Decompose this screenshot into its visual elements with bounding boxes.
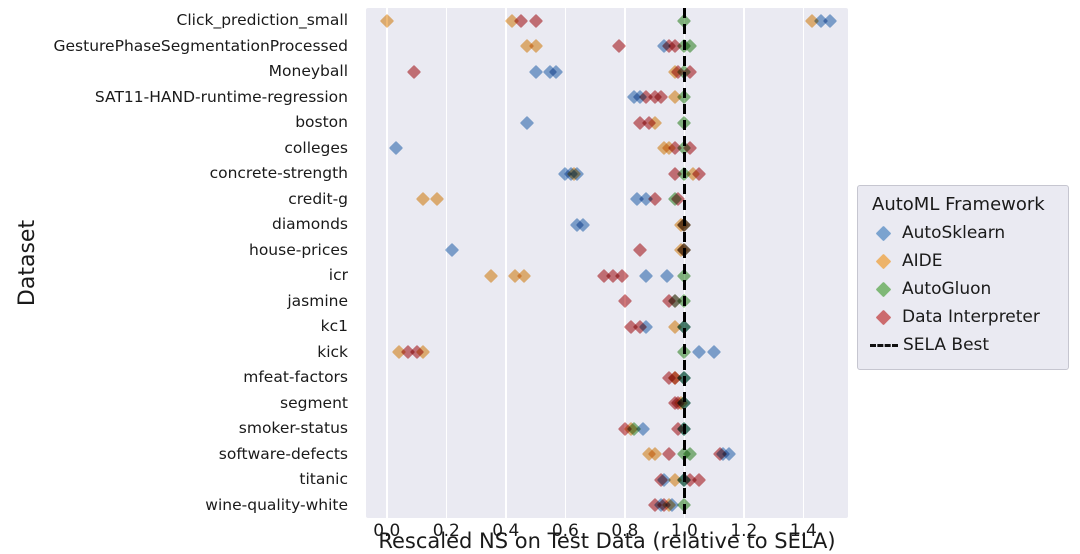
y-tick-label-concrete-strength: concrete-strength <box>209 164 348 183</box>
data-point-aide <box>483 268 499 283</box>
plot-area <box>366 8 848 518</box>
gridline-x-1.4 <box>802 8 805 518</box>
data-point-aide <box>415 192 430 207</box>
data-point-data-interpreter <box>662 447 677 462</box>
data-point-data-interpreter <box>406 64 421 79</box>
legend-entries: AutoSklearn AIDE AutoGluon Data Interpreter… <box>870 219 1056 359</box>
y-tick-label-jasmine: jasmine <box>287 291 348 310</box>
y-tick-label-moneyball: Moneyball <box>268 62 348 81</box>
diamond-marker-icon <box>875 309 892 325</box>
gridline-x-0.2 <box>445 8 448 518</box>
x-tick-label: 0.8 <box>611 521 639 541</box>
diamond-marker-icon <box>875 225 892 241</box>
data-point-autosklearn <box>388 141 403 156</box>
y-tick-label-boston: boston <box>295 113 348 132</box>
x-tick-label: 1.2 <box>730 521 758 541</box>
data-point-autogluon <box>677 13 692 28</box>
legend-entry-autogluon: AutoGluon <box>870 275 1056 303</box>
y-tick-label-sat11-hand-runtime-regression: SAT11-HAND-runtime-regression <box>94 87 348 106</box>
data-point-data-interpreter <box>528 13 543 28</box>
x-tick-label: 1.4 <box>789 521 817 541</box>
data-point-autosklearn <box>638 268 653 283</box>
data-point-autosklearn <box>707 345 722 360</box>
data-point-data-interpreter <box>632 243 647 258</box>
y-tick-label-kc1: kc1 <box>320 317 348 336</box>
x-tick-labels: 0.0 0.2 0.4 0.6 0.8 1.0 1.2 1.4 <box>366 521 848 541</box>
y-tick-label-kick: kick <box>317 342 348 361</box>
y-tick-label-mfeat-factors: mfeat-factors <box>243 368 348 387</box>
data-point-data-interpreter <box>617 294 632 309</box>
diamond-marker-icon <box>875 281 892 297</box>
y-tick-label-segment: segment <box>280 393 348 412</box>
y-tick-label-software-defects: software-defects <box>218 444 348 463</box>
data-point-autogluon <box>677 294 692 309</box>
legend-entry-label: SELA Best <box>903 335 990 355</box>
data-point-data-interpreter <box>692 472 707 487</box>
gridline-x-0.8 <box>624 8 626 518</box>
y-tick-label-titanic: titanic <box>299 470 348 489</box>
data-point-autosklearn <box>659 268 674 283</box>
data-point-autosklearn <box>692 345 707 360</box>
gridline-x-1.2 <box>743 8 745 518</box>
diamond-marker-icon <box>875 253 892 269</box>
gridline-x-0.6 <box>564 8 567 518</box>
x-tick-label: 1.0 <box>670 521 698 541</box>
y-tick-label-icr: icr <box>328 266 348 285</box>
y-tick-labels: Click_prediction_small GesturePhaseSegmen… <box>0 8 358 518</box>
y-tick-label-credit-g: credit-g <box>288 189 348 208</box>
data-point-autogluon <box>677 498 692 513</box>
legend-entry-label: AIDE <box>902 251 943 271</box>
data-point-autosklearn <box>519 115 534 130</box>
legend-entry-data-interpreter: Data Interpreter <box>870 303 1056 331</box>
legend-entry-label: AutoSklearn <box>902 223 1006 243</box>
reference-line-sela-best <box>682 8 686 518</box>
data-point-data-interpreter <box>614 268 629 283</box>
x-tick-label: 0.4 <box>492 521 520 541</box>
gridline-x-0.4 <box>505 8 507 518</box>
data-point-autosklearn <box>528 64 543 79</box>
legend: AutoML Framework AutoSklearn AIDE AutoGluo… <box>857 185 1069 370</box>
x-tick-label: 0.0 <box>373 521 401 541</box>
data-point-aide <box>430 192 445 207</box>
legend-entry-autosklearn: AutoSklearn <box>870 219 1056 247</box>
y-tick-label-diamonds: diamonds <box>272 215 348 234</box>
gridline-x-0.0 <box>386 8 388 518</box>
x-tick-label: 0.6 <box>551 521 579 541</box>
data-point-autosklearn <box>445 243 460 258</box>
data-point-autosklearn <box>823 13 838 28</box>
y-tick-label-colleges: colleges <box>284 138 348 157</box>
legend-entry-aide: AIDE <box>870 247 1056 275</box>
data-point-autogluon <box>677 115 692 130</box>
y-tick-label-smoker-status: smoker-status <box>238 419 348 438</box>
y-tick-label-click-prediction-small: Click_prediction_small <box>176 11 348 30</box>
legend-entry-label: AutoGluon <box>902 279 992 299</box>
y-tick-label-wine-quality-white: wine-quality-white <box>205 495 348 514</box>
legend-entry-sela-best: SELA Best <box>870 331 1056 359</box>
legend-title: AutoML Framework <box>872 194 1045 215</box>
data-point-data-interpreter <box>513 13 528 28</box>
data-point-data-interpreter <box>647 192 662 207</box>
data-point-autogluon <box>677 345 692 360</box>
data-point-aide <box>528 39 543 54</box>
y-tick-label-house-prices: house-prices <box>249 240 348 259</box>
data-point-autogluon <box>677 268 692 283</box>
x-tick-label: 0.2 <box>432 521 460 541</box>
dashed-line-sample-icon <box>870 343 898 347</box>
legend-entry-label: Data Interpreter <box>902 307 1040 327</box>
data-point-aide <box>379 13 394 28</box>
x-axis-title: Rescaled NS on Test Data (relative to SE… <box>378 529 836 553</box>
data-point-autogluon <box>677 319 692 334</box>
data-point-aide <box>516 268 531 283</box>
data-point-autogluon <box>677 90 692 105</box>
y-tick-label-gesturephasesegmentationprocessed: GesturePhaseSegmentationProcessed <box>53 36 349 55</box>
